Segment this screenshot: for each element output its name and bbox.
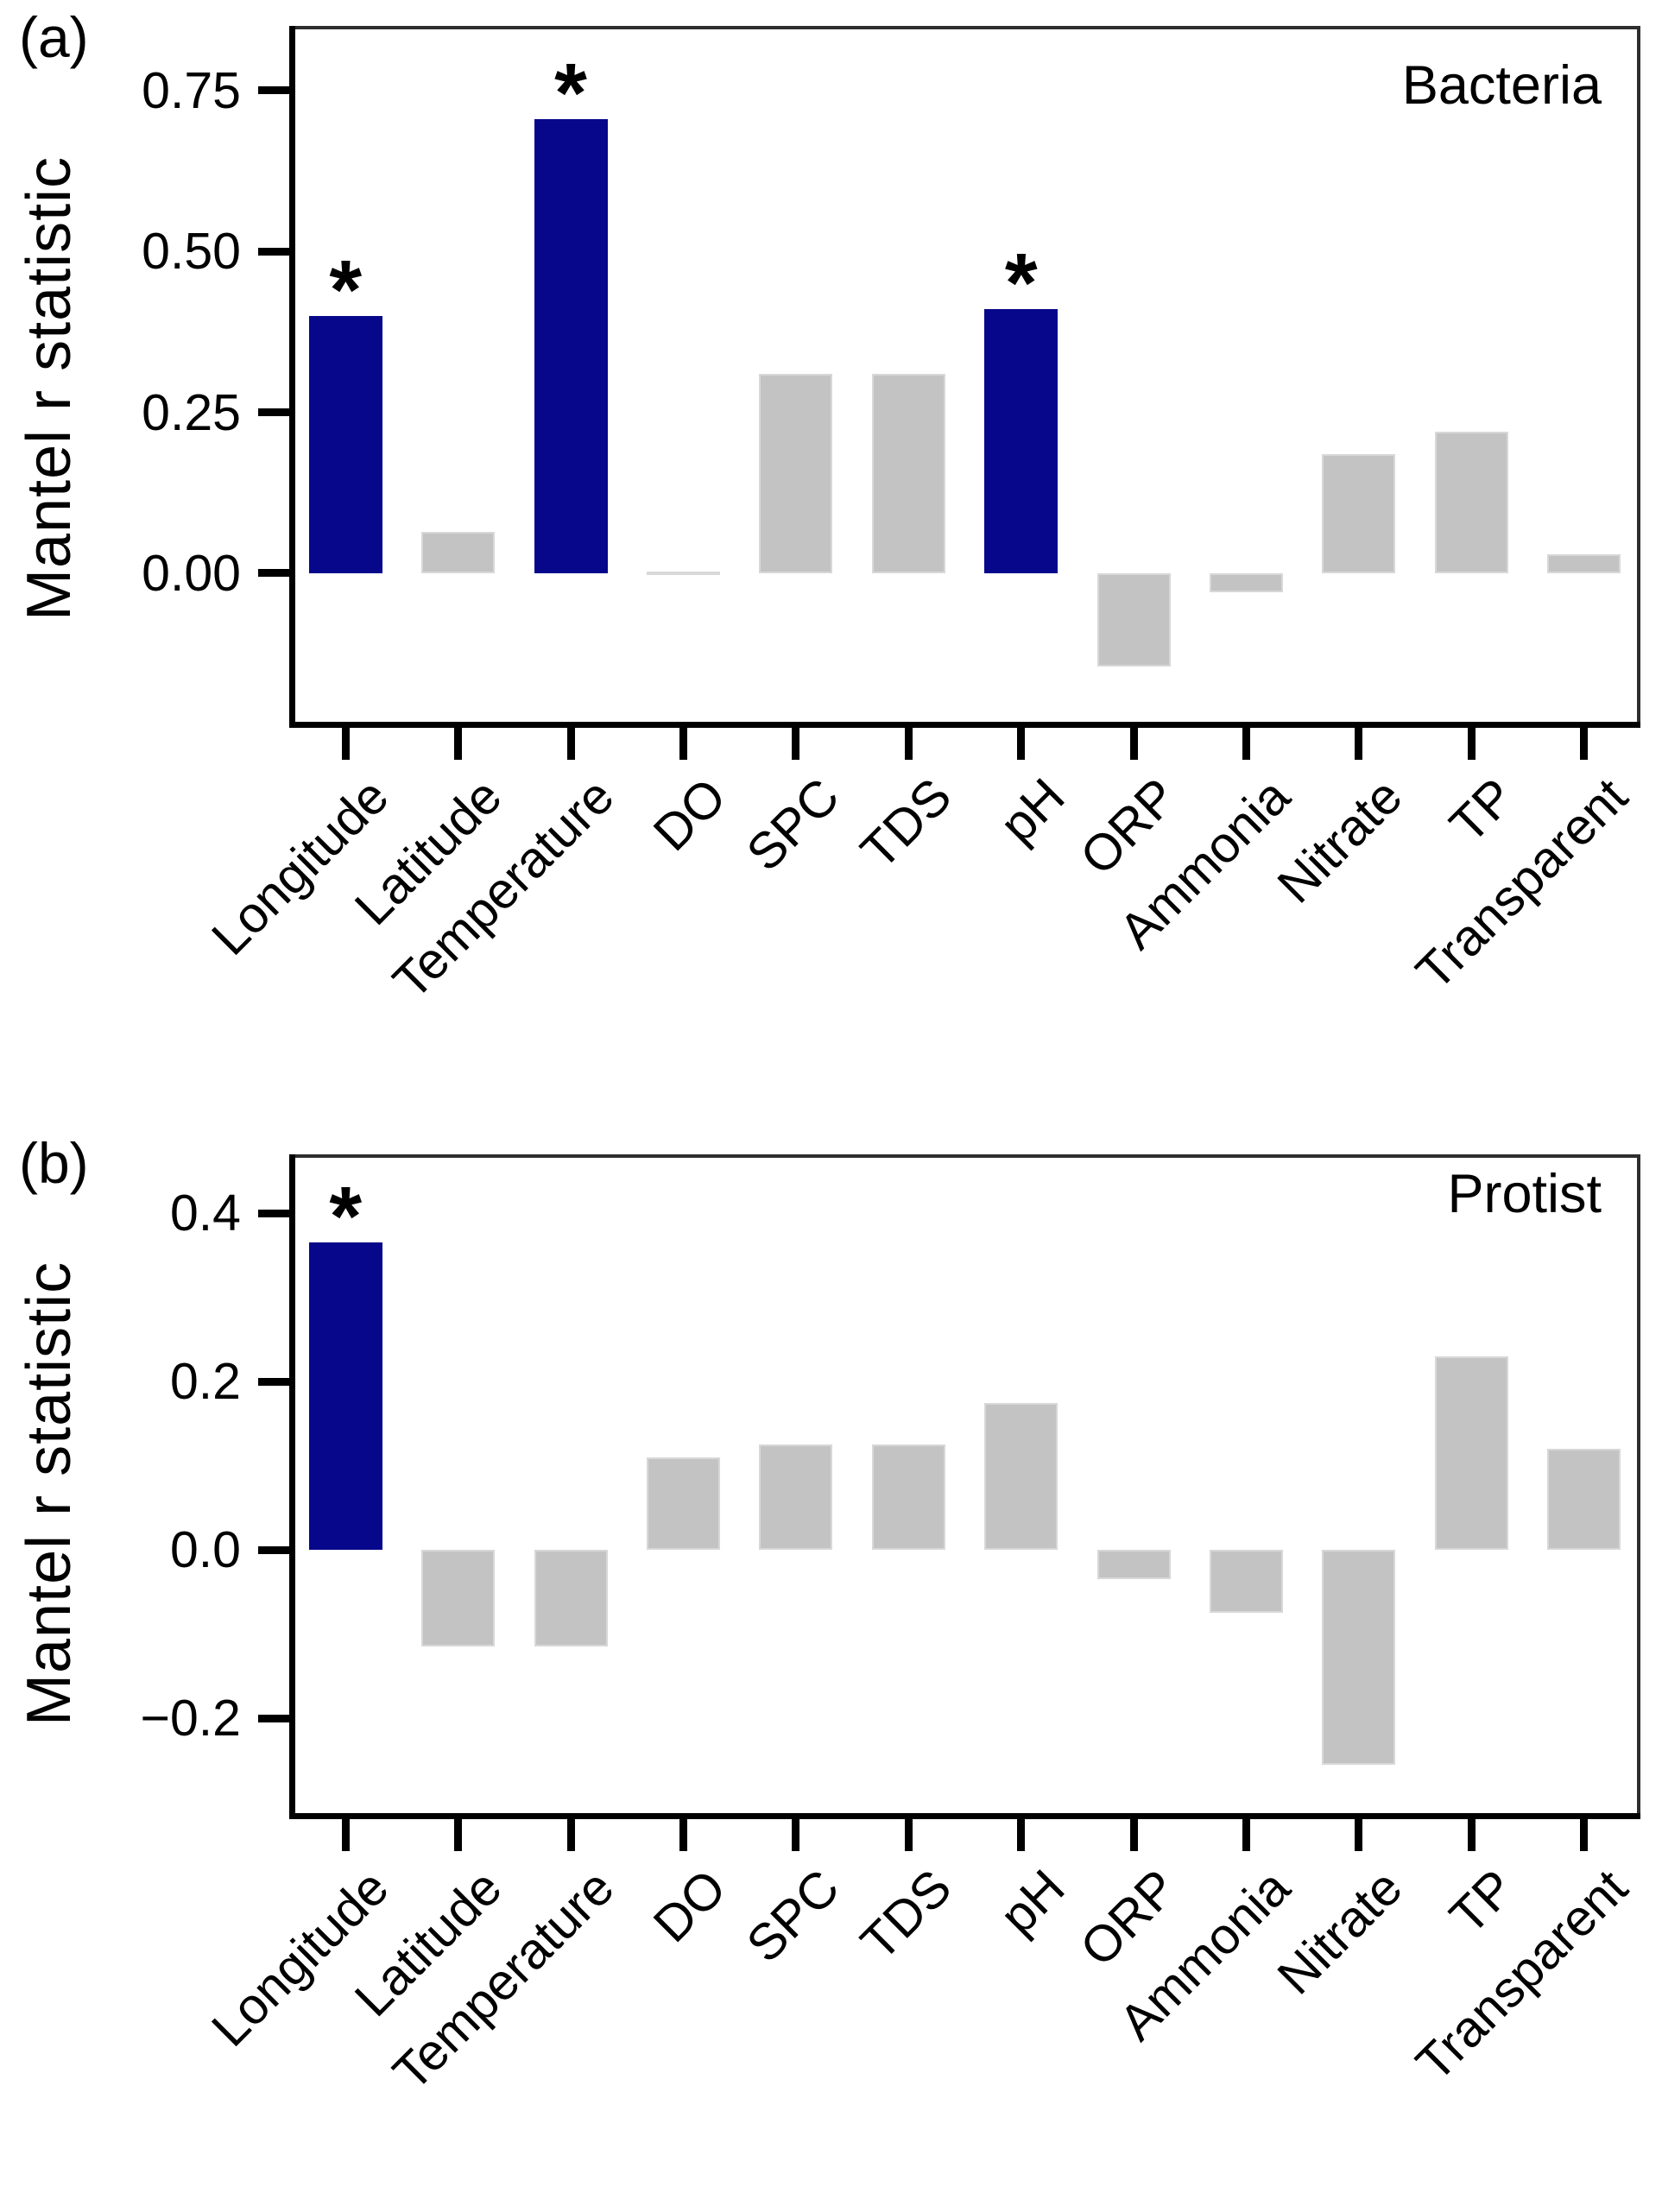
panel-b-bar-orp <box>1096 1550 1171 1580</box>
panel-b-y-tick-label-0.2: 0.2 <box>169 1353 241 1411</box>
panel-a-tag: (a) <box>19 5 89 69</box>
panel-a-bar-spc <box>759 373 833 573</box>
panel-a-x-tick-nitrate <box>1355 725 1363 760</box>
panel-b-bar-transparent <box>1547 1449 1621 1551</box>
panel-a-x-tick-tp <box>1467 725 1476 760</box>
panel-a-y-axis-line <box>289 26 295 728</box>
panel-b-x-tick-ammonia <box>1242 1817 1251 1851</box>
panel-b-x-tick-ph <box>1017 1817 1026 1851</box>
panel-b-y-tick-label-−0.2: −0.2 <box>140 1690 241 1747</box>
panel-a-bar-transparent <box>1547 553 1621 573</box>
panel-b-bar-ph <box>984 1402 1058 1551</box>
panel-a-y-tick-0.75 <box>258 86 289 95</box>
panel-b-bar-spc <box>759 1444 833 1551</box>
panel-a-bar-ph <box>984 309 1058 573</box>
panel-b-tag: (b) <box>19 1131 89 1195</box>
panel-b-y-tick-−0.2 <box>258 1714 289 1722</box>
panel-a-y-tick-0.50 <box>258 247 289 256</box>
panel-b-x-tick-transparent <box>1580 1817 1589 1851</box>
panel-b-y-axis-line <box>289 1154 295 1819</box>
panel-b-x-axis-line <box>289 1813 1640 1819</box>
panel-a-x-tick-temperature <box>566 725 575 760</box>
panel-a-bar-ammonia <box>1210 572 1284 593</box>
panel-b-x-tick-latitude <box>454 1817 463 1851</box>
panel-b-x-tick-do <box>679 1817 687 1851</box>
panel-b-y-tick-0.2 <box>258 1377 289 1386</box>
panel-b-bar-do <box>646 1457 720 1551</box>
panel-b-x-tick-nitrate <box>1355 1817 1363 1851</box>
panel-b-bar-temperature <box>534 1550 608 1647</box>
panel-a-bar-nitrate <box>1322 454 1396 573</box>
panel-a-y-tick-label-0.50: 0.50 <box>142 223 241 281</box>
panel-a-x-tick-longitude <box>341 725 350 760</box>
panel-a-significance-star-longitude: * <box>329 242 363 337</box>
panel-b-y-tick-0.4 <box>258 1209 289 1217</box>
panel-a-x-tick-spc <box>792 725 800 760</box>
panel-b-x-tick-orp <box>1129 1817 1138 1851</box>
panel-a-bar-tp <box>1434 431 1508 573</box>
panel-a-bar-temperature <box>534 119 608 573</box>
panel-b-x-tick-temperature <box>566 1817 575 1851</box>
panel-b-y-tick-label-0.0: 0.0 <box>169 1521 241 1579</box>
panel-b-x-tick-spc <box>792 1817 800 1851</box>
panel-a-x-tick-do <box>679 725 687 760</box>
panel-a-x-tick-latitude <box>454 725 463 760</box>
panel-a-bar-latitude <box>421 531 496 573</box>
panel-a-title: Bacteria <box>1401 55 1602 116</box>
panel-b-bar-nitrate <box>1322 1550 1396 1765</box>
panel-a-x-tick-ph <box>1017 725 1026 760</box>
panel-a-bar-orp <box>1096 572 1171 667</box>
panel-a-x-tick-ammonia <box>1242 725 1251 760</box>
panel-a-significance-star-temperature: * <box>554 46 587 141</box>
panel-b-y-tick-label-0.4: 0.4 <box>169 1185 241 1242</box>
panel-a-bar-do <box>646 571 720 575</box>
panel-a-y-tick-0.25 <box>258 408 289 417</box>
panel-a-x-tick-transparent <box>1580 725 1589 760</box>
panel-a-y-tick-0.00 <box>258 569 289 578</box>
panel-a-y-tick-label-0.00: 0.00 <box>142 544 241 602</box>
panel-a-bar-tds <box>871 373 945 573</box>
panel-a-y-tick-label-0.25: 0.25 <box>142 383 241 441</box>
panel-b-bar-latitude <box>421 1550 496 1647</box>
panel-b-x-tick-tds <box>904 1817 913 1851</box>
panel-b-significance-star-longitude: * <box>329 1169 363 1264</box>
panel-b-title: Protist <box>1447 1164 1602 1224</box>
panel-b-bar-tp <box>1434 1356 1508 1551</box>
panel-b-plot-area <box>289 1154 1640 1819</box>
panel-b-x-tick-tp <box>1467 1817 1476 1851</box>
panel-b-x-tick-longitude <box>341 1817 350 1851</box>
panel-a-x-axis-line <box>289 722 1640 728</box>
panel-a-significance-star-ph: * <box>1004 236 1038 331</box>
panel-a-y-tick-label-0.75: 0.75 <box>142 61 241 119</box>
panel-b-bar-ammonia <box>1210 1550 1284 1614</box>
panel-a-x-tick-orp <box>1129 725 1138 760</box>
panel-a-bar-longitude <box>308 315 382 573</box>
panel-b-bar-tds <box>871 1444 945 1551</box>
panel-a-plot-area <box>289 26 1640 728</box>
panel-a-x-tick-tds <box>904 725 913 760</box>
panel-b-bar-longitude <box>308 1242 382 1551</box>
panel-b-y-tick-0.0 <box>258 1545 289 1554</box>
